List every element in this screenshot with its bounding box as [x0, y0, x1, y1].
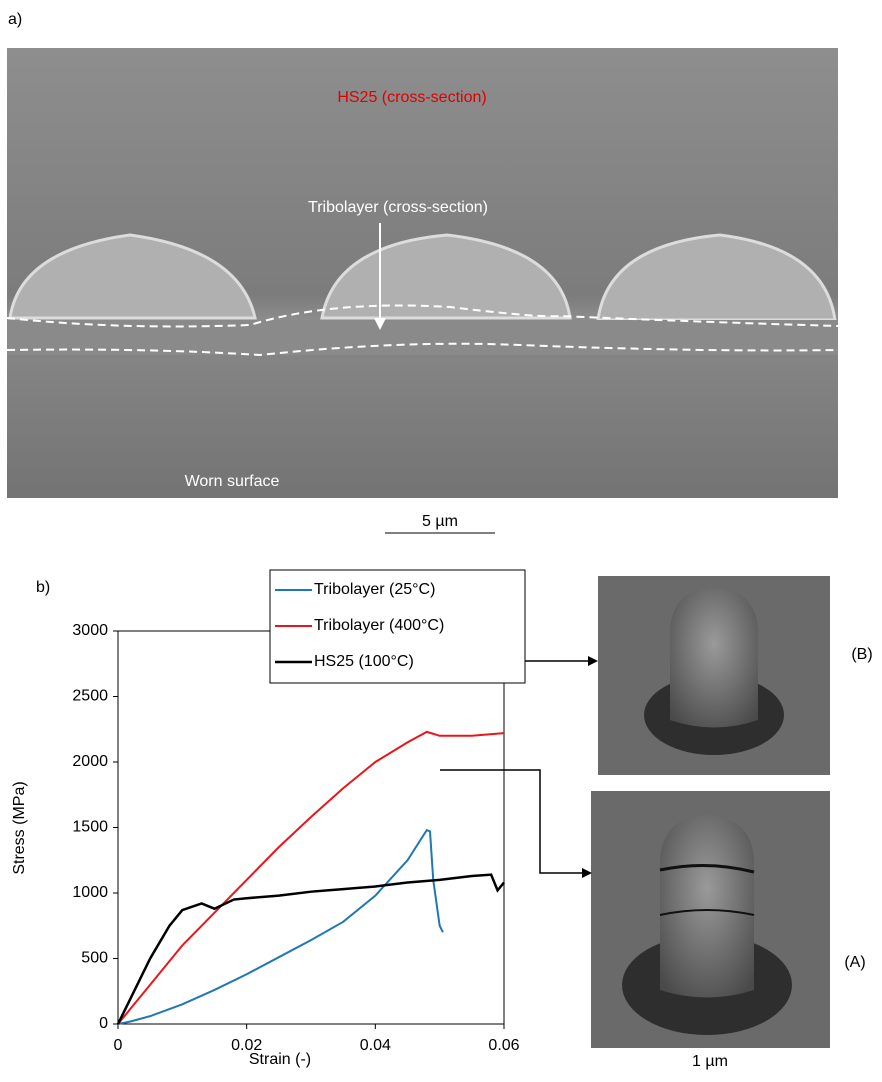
legend-label: Tribolayer (25°C) — [314, 581, 435, 598]
y-axis-label: Stress (MPa) — [11, 781, 28, 874]
x-tick-label: 0.06 — [488, 1037, 519, 1054]
x-tick-label: 0.04 — [360, 1037, 391, 1054]
inset-label: (B) — [851, 646, 872, 663]
legend-label: HS25 (100°C) — [314, 653, 414, 670]
inset-image — [591, 576, 830, 1048]
y-tick-label: 1000 — [72, 884, 108, 901]
sem-image — [6, 48, 839, 498]
scale-label: 5 µm — [422, 513, 458, 530]
y-tick-label: 2500 — [72, 688, 108, 705]
connector — [440, 660, 588, 874]
legend-label: Tribolayer (400°C) — [314, 617, 444, 634]
plot: 0 500 1000 1500 2000 2500 3000 0 0.02 0.04 0.06 Tri… — [72, 569, 526, 1054]
annotation: Worn surface — [185, 473, 280, 490]
x-tick-label: 0 — [114, 1037, 123, 1054]
scale-label: 1 µm — [692, 1053, 728, 1070]
arrowhead — [582, 868, 592, 878]
annotation: HS25 (cross-section) — [337, 89, 486, 106]
annotation: Tribolayer (cross-section) — [308, 199, 488, 216]
line — [116, 873, 505, 1025]
y-tick-label: 1500 — [72, 819, 108, 836]
y-tick-label: 500 — [81, 950, 108, 967]
panel-label: b) — [36, 579, 50, 596]
legend-box — [269, 569, 526, 684]
line — [117, 828, 444, 1025]
plot-frame — [117, 630, 505, 1025]
arrowhead — [588, 656, 598, 666]
x-tick-label: 0.02 — [231, 1037, 262, 1054]
panel-label: a) — [8, 11, 22, 28]
inset-label: (A) — [844, 954, 865, 971]
y-tick-label: 0 — [99, 1015, 108, 1032]
line — [117, 730, 505, 1025]
y-tick-label: 2000 — [72, 753, 108, 770]
x-axis-label: Strain (-) — [249, 1051, 311, 1068]
y-tick-label: 3000 — [72, 622, 108, 639]
